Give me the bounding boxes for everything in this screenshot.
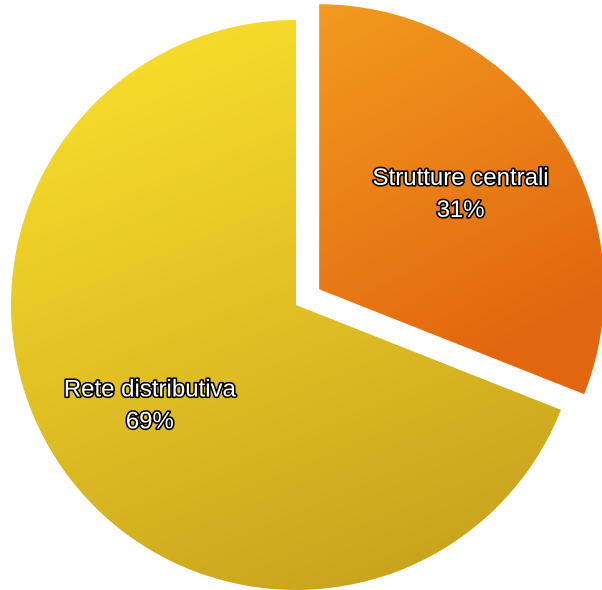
slice-label-1: Strutture centrali xyxy=(373,164,549,191)
pie-slice-2 xyxy=(11,20,561,590)
slice-percent-2: 69% xyxy=(126,407,174,434)
pie-slices xyxy=(11,4,602,590)
pie-slice-1 xyxy=(319,4,602,395)
pie-labels: Strutture centrali 31% Rete distributiva 69… xyxy=(62,163,550,436)
slice-label-2: Rete distributiva xyxy=(64,375,237,402)
slice-percent-1: 31% xyxy=(437,196,485,223)
